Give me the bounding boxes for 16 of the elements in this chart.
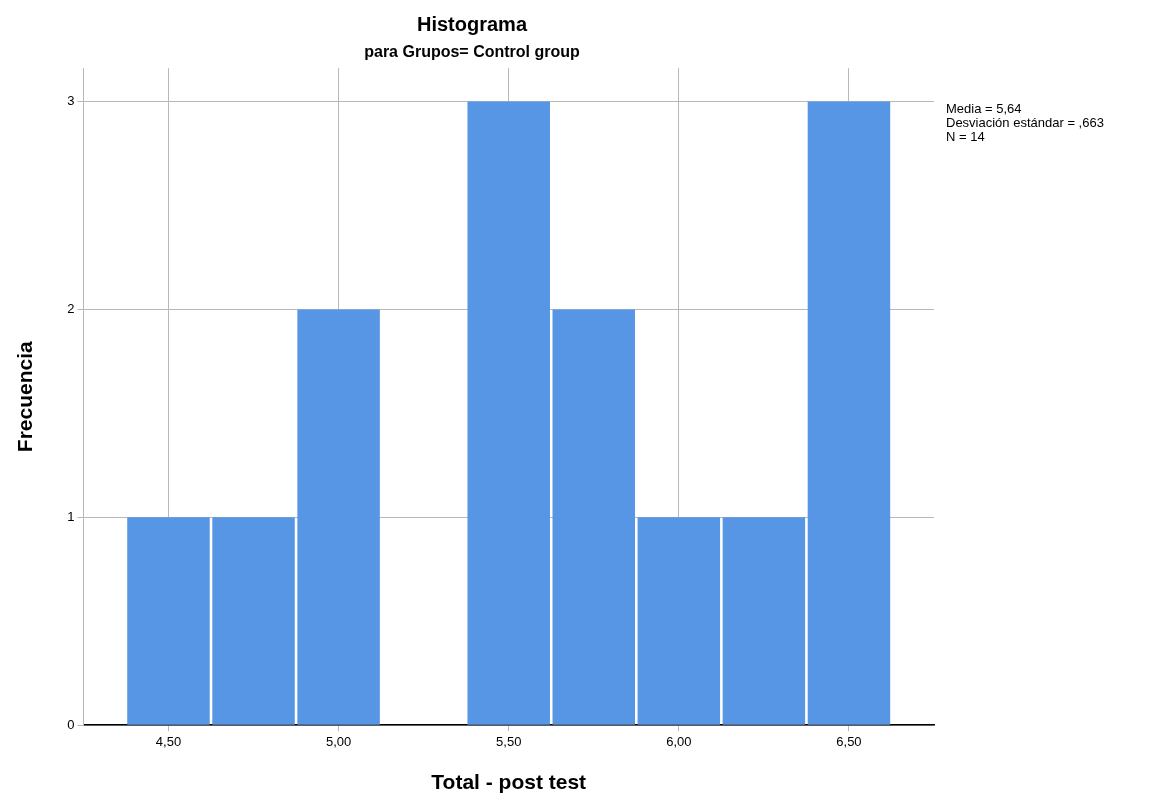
x-axis-title: Total - post test xyxy=(431,770,587,794)
text: Desviación estándar = ,663 xyxy=(946,115,1104,131)
y-tick-label: 1 xyxy=(67,508,75,524)
x-tick-label: 5,00 xyxy=(325,733,352,749)
x-tick-label: 6,00 xyxy=(666,733,692,749)
text: N = 14 xyxy=(946,129,985,145)
y-tick-label: 2 xyxy=(67,300,75,316)
chart-title: Histograma xyxy=(416,12,528,35)
y-axis-title: Frecuencia xyxy=(13,340,37,453)
x-tick-label: 6,50 xyxy=(836,733,862,749)
text: Media = 5,64 xyxy=(946,101,1022,117)
x-tick-label: 4,50 xyxy=(155,733,182,749)
y-tick-label: 3 xyxy=(67,93,75,109)
chart-subtitle: para Grupos= Control group xyxy=(364,43,581,61)
y-tick-label: 0 xyxy=(67,716,75,732)
x-tick-label: 5,50 xyxy=(496,733,522,749)
